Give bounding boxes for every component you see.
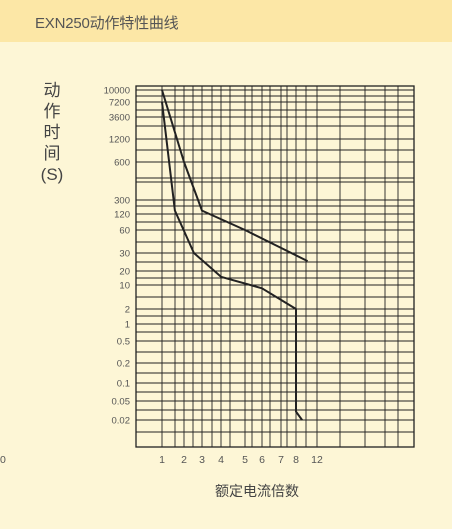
y-tick-label: 300 (114, 196, 130, 207)
x-tick-label: 5 (242, 454, 248, 466)
y-tick-label: 20 (119, 267, 130, 278)
y-tick-label: 10000 (104, 86, 130, 97)
x-tick-label: 1 (159, 454, 165, 466)
y-tick-label: 0.5 (117, 337, 130, 348)
x-tick-label: 4 (218, 454, 224, 466)
x-axis-label: 额定电流倍数 (215, 481, 299, 501)
y-tick-label: 1 (125, 320, 130, 331)
y-tick-label: 120 (114, 210, 130, 221)
x-tick-label: 3 (199, 454, 205, 466)
y-tick-label: 0.02 (112, 416, 131, 427)
x-tick-label: 2 (181, 454, 187, 466)
y-tick-label: 0.1 (117, 379, 130, 390)
y-tick-label: 10 (119, 281, 130, 292)
y-tick-label: 600 (114, 158, 130, 169)
y-tick-label: 7200 (109, 98, 130, 109)
y-tick-label: 30 (119, 249, 130, 260)
x-tick-label: 12 (311, 454, 323, 466)
x-tick-label: 6 (259, 454, 265, 466)
x-tick-label: 20 (0, 454, 6, 466)
y-tick-label: 0.2 (117, 359, 130, 370)
x-tick-label: 8 (293, 454, 299, 466)
y-tick-label: 2 (125, 305, 130, 316)
x-tick-label: 7 (278, 454, 284, 466)
y-tick-label: 60 (119, 226, 130, 237)
y-tick-label: 1200 (109, 135, 130, 146)
y-tick-label: 3600 (109, 113, 130, 124)
y-tick-label: 0.05 (112, 397, 131, 408)
